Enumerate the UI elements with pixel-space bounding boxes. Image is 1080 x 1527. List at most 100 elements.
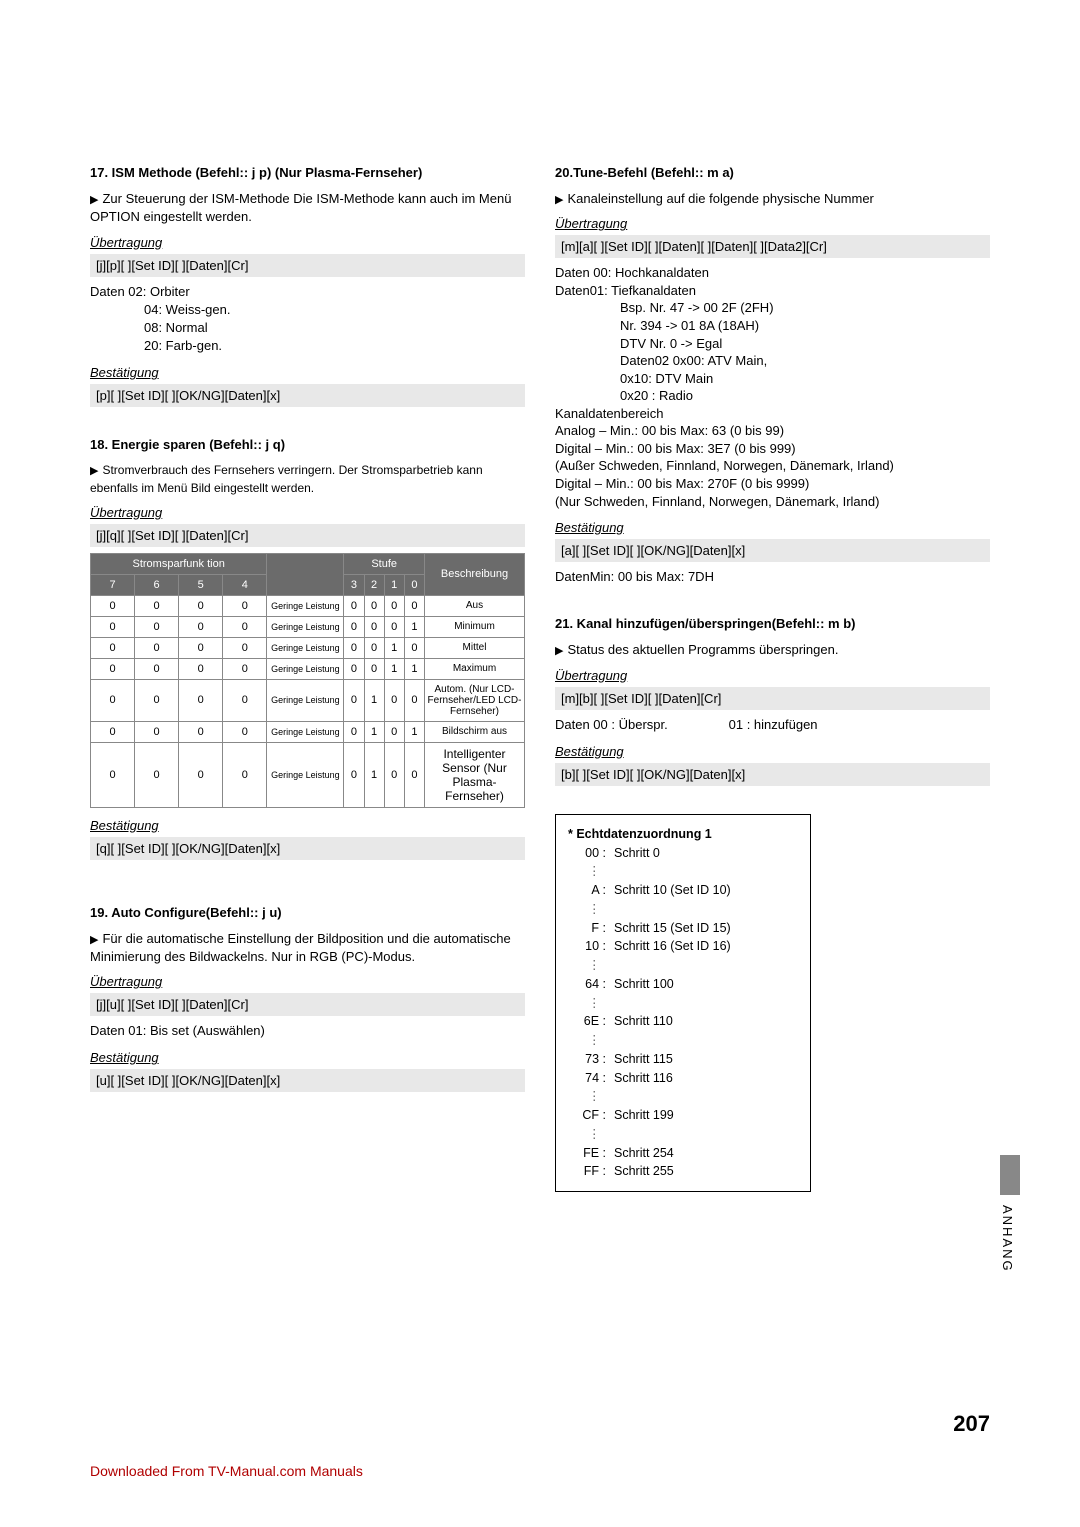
s20-l7: 0x10: DTV Main [620,370,990,388]
left-column: 17. ISM Methode (Befehl:: j p) (Nur Plas… [90,165,525,1192]
table-row: 0000Geringe Leistung0010Mittel [91,637,525,658]
s19-best: Bestätigung [90,1050,525,1065]
s17-desc: Zur Steuerung der ISM-Methode Die ISM-Me… [90,190,525,227]
s20-best: Bestätigung [555,520,990,535]
th-stufe: Stufe [344,553,425,574]
list-item: ⋮ [568,1087,798,1106]
s19-desc: Für die automatische Einstellung der Bil… [90,930,525,967]
s18-title: 18. Energie sparen (Befehl:: j q) [90,437,525,452]
s20-l10: Analog – Min.: 00 bis Max: 63 (0 bis 99) [555,422,990,440]
s20-title: 20.Tune-Befehl (Befehl:: m a) [555,165,990,180]
s20-l1: Daten 00: Hochkanaldaten [555,264,990,282]
page-number: 207 [953,1411,990,1437]
s17-ueb: Übertragung [90,235,525,250]
list-item: ⋮ [568,900,798,919]
s20-l8: 0x20 : Radio [620,387,990,405]
s20-l13: Digital – Min.: 00 bis Max: 270F (0 bis … [555,475,990,493]
s17-d0: Daten 02: Orbiter [90,283,525,301]
th6: 6 [135,574,179,595]
s20-l4: Nr. 394 -> 01 8A (18AH) [620,317,990,335]
ths3: 3 [344,574,364,595]
s20-l6: Daten02 0x00: ATV Main, [620,352,990,370]
s19-data: Daten 01: Bis set (Auswählen) [90,1022,525,1040]
s21-code: [m][b][ ][Set ID][ ][Daten][Cr] [555,687,990,710]
ths2: 2 [364,574,384,595]
table-row: 0000Geringe Leistung0000Aus [91,595,525,616]
s21-title: 21. Kanal hinzufügen/überspringen(Befehl… [555,616,990,631]
s20-desc: Kanaleinstellung auf die folgende physis… [555,190,990,208]
s17-data: Daten 02: Orbiter 04: Weiss-gen. 08: Nor… [90,283,525,356]
download-source: Downloaded From TV-Manual.com Manuals [90,1463,363,1479]
list-item: ⋮ [568,994,798,1013]
s21-best: Bestätigung [555,744,990,759]
th-func: Stromsparfunk tion [91,553,267,574]
s17-d1: 04: Weiss-gen. [144,301,525,319]
list-item: A :Schritt 10 (Set ID 10) [568,881,798,900]
s21-ueb: Übertragung [555,668,990,683]
s19-title: 19. Auto Configure(Befehl:: j u) [90,905,525,920]
list-item: 74 :Schritt 116 [568,1069,798,1088]
real-data-box: * Echtdatenzuordnung 1 00 :Schritt 0⋮A :… [555,814,811,1192]
s20-l14: (Nur Schweden, Finnland, Norwegen, Dänem… [555,493,990,511]
s18-ack: [q][ ][Set ID][ ][OK/NG][Daten][x] [90,837,525,860]
side-tab-bar [1000,1155,1020,1195]
s21-db: 01 : hinzufügen [729,717,818,732]
s20-l3: Bsp. Nr. 47 -> 00 2F (2FH) [620,299,990,317]
list-item: ⋮ [568,862,798,881]
s18-ueb: Übertragung [90,505,525,520]
s17-title: 17. ISM Methode (Befehl:: j p) (Nur Plas… [90,165,525,180]
s20-l12: (Außer Schweden, Finnland, Norwegen, Dän… [555,457,990,475]
table-row: 0000Geringe Leistung0101Bildschirm aus [91,721,525,742]
list-item: FF :Schritt 255 [568,1162,798,1181]
list-item: CF :Schritt 199 [568,1106,798,1125]
list-item: 6E :Schritt 110 [568,1012,798,1031]
ths1: 1 [384,574,404,595]
s19-code: [j][u][ ][Set ID][ ][Daten][Cr] [90,993,525,1016]
list-item: F :Schritt 15 (Set ID 15) [568,919,798,938]
side-tab-text: ANHANG [1000,1205,1015,1273]
s20-ack: [a][ ][Set ID][ ][OK/NG][Daten][x] [555,539,990,562]
ths0: 0 [404,574,424,595]
list-item: ⋮ [568,956,798,975]
s20-code: [m][a][ ][Set ID][ ][Daten][ ][Daten][ ]… [555,235,990,258]
s20-l11: Digital – Min.: 00 bis Max: 3E7 (0 bis 9… [555,440,990,458]
s21-data: Daten 00 : Überspr. 01 : hinzufügen [555,716,990,734]
s21-ack: [b][ ][Set ID][ ][OK/NG][Daten][x] [555,763,990,786]
th-desc: Beschreibung [425,553,525,595]
s17-d2: 08: Normal [144,319,525,337]
power-table: Stromsparfunk tion Stufe Beschreibung 7 … [90,553,525,808]
th7: 7 [91,574,135,595]
list-item: ⋮ [568,1031,798,1050]
list-item: 73 :Schritt 115 [568,1050,798,1069]
s20-l5: DTV Nr. 0 -> Egal [620,335,990,353]
list-item: FE :Schritt 254 [568,1144,798,1163]
box-title: * Echtdatenzuordnung 1 [568,825,798,844]
th4: 4 [223,574,267,595]
table-row: 0000Geringe Leistung0011Maximum [91,658,525,679]
s20-data: Daten 00: Hochkanaldaten Daten01: Tiefka… [555,264,990,510]
s19-ueb: Übertragung [90,974,525,989]
s20-ueb: Übertragung [555,216,990,231]
s20-l2: Daten01: Tiefkanaldaten [555,282,990,300]
s20-acknote: DatenMin: 00 bis Max: 7DH [555,568,990,586]
right-column: 20.Tune-Befehl (Befehl:: m a) Kanaleinst… [555,165,990,1192]
table-row: 0000Geringe Leistung0001Minimum [91,616,525,637]
s18-desc: Stromverbrauch des Fernsehers verringern… [90,462,525,496]
s17-best: Bestätigung [90,365,525,380]
s21-da: Daten 00 : Überspr. [555,716,675,734]
list-item: ⋮ [568,1125,798,1144]
s21-desc: Status des aktuellen Programms übersprin… [555,641,990,659]
table-row: 0000Geringe Leistung0100Autom. (Nur LCD-… [91,679,525,721]
s18-code: [j][q][ ][Set ID][ ][Daten][Cr] [90,524,525,547]
s17-ack: [p][ ][Set ID][ ][OK/NG][Daten][x] [90,384,525,407]
s17-d3: 20: Farb-gen. [144,337,525,355]
list-item: 64 :Schritt 100 [568,975,798,994]
th5: 5 [179,574,223,595]
table-row: 0000Geringe Leistung0100Intelligenter Se… [91,742,525,807]
s19-ack: [u][ ][Set ID][ ][OK/NG][Daten][x] [90,1069,525,1092]
side-tab: ANHANG [1000,1155,1020,1285]
s20-l9: Kanaldatenbereich [555,405,990,423]
s18-best: Bestätigung [90,818,525,833]
s17-code: [j][p][ ][Set ID][ ][Daten][Cr] [90,254,525,277]
list-item: 10 :Schritt 16 (Set ID 16) [568,937,798,956]
